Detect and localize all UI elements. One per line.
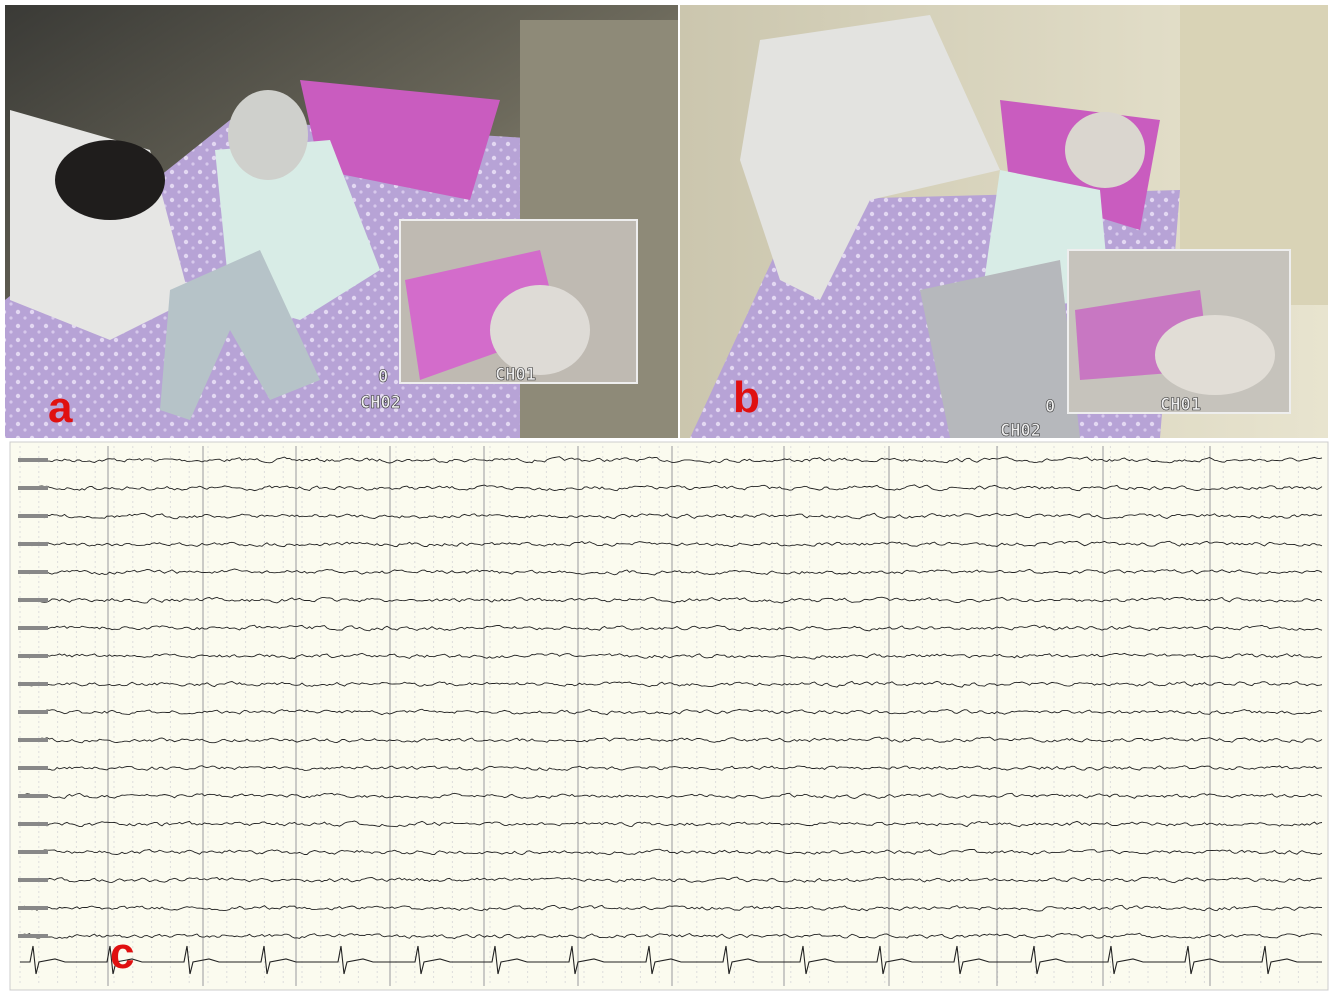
channel-marker	[18, 626, 48, 630]
eeg-trace	[19, 624, 1323, 632]
eeg-trace	[19, 820, 1323, 828]
panel-label: b	[733, 373, 760, 422]
eeg-panel	[9, 441, 1329, 991]
channel-marker	[18, 934, 48, 938]
channel-marker	[18, 570, 48, 574]
eeg-trace	[19, 904, 1323, 912]
channel-marker	[18, 682, 48, 686]
eeg-trace	[19, 680, 1323, 688]
channel-marker	[18, 850, 48, 854]
photo-a: CH02 0 CH01 a	[5, 5, 678, 438]
channel-marker	[18, 878, 48, 882]
panel-label: c	[110, 929, 134, 978]
inset-camera-label: CH01	[1160, 395, 1201, 415]
eeg-trace	[19, 765, 1323, 771]
eeg-trace	[19, 792, 1323, 799]
camera-label: CH02	[1000, 421, 1041, 441]
channel-marker	[18, 766, 48, 770]
channel-marker	[18, 906, 48, 910]
ecg-trace	[20, 945, 1322, 975]
eeg-trace	[19, 596, 1323, 604]
eeg-trace	[19, 848, 1323, 856]
eeg-trace	[19, 512, 1323, 520]
photo-b: CH01 CH02 0 b	[680, 5, 1328, 441]
eeg-trace	[19, 652, 1323, 660]
channel-marker	[18, 794, 48, 798]
channel-marker	[18, 486, 48, 490]
eeg-trace	[19, 484, 1323, 492]
eeg-trace	[19, 708, 1323, 716]
channel-marker	[18, 710, 48, 714]
camera-label: CH02	[360, 393, 401, 413]
channel-marker	[18, 542, 48, 546]
channel-marker	[18, 738, 48, 742]
channel-marker	[18, 822, 48, 826]
inset-camera-label: CH01	[495, 365, 536, 385]
camera-digit: 0	[378, 367, 388, 387]
eeg-trace	[19, 736, 1323, 744]
eeg-trace	[19, 932, 1323, 940]
eeg-trace	[19, 456, 1323, 464]
channel-marker	[18, 598, 48, 602]
eeg-trace	[19, 568, 1323, 576]
panel-label: a	[48, 383, 73, 432]
channel-marker	[18, 654, 48, 658]
eeg-trace	[19, 540, 1323, 548]
channel-marker	[18, 458, 48, 462]
eeg-trace	[19, 876, 1323, 884]
camera-digit: 0	[1045, 397, 1055, 417]
channel-marker	[18, 514, 48, 518]
